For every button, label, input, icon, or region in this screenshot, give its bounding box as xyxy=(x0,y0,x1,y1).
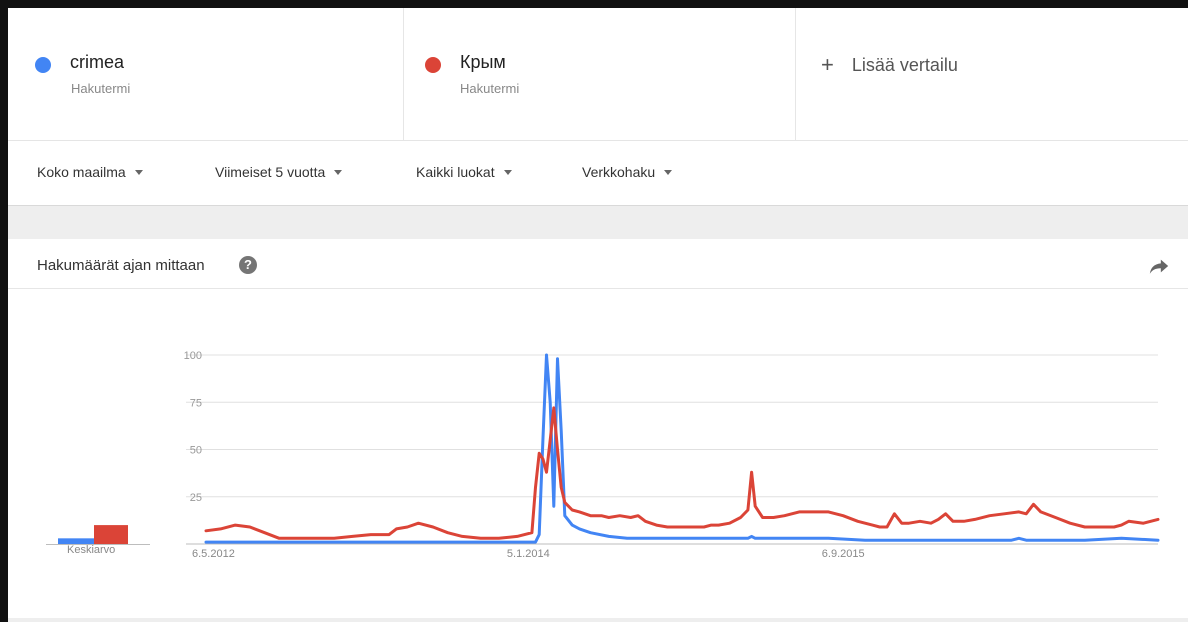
average-bar-krym xyxy=(94,525,128,544)
term-card-crimea[interactable]: crimea Hakutermi xyxy=(8,8,404,140)
filter-label: Verkkohaku xyxy=(582,164,656,180)
filter-label: Kaikki luokat xyxy=(416,164,495,180)
y-tick-label: 25 xyxy=(190,492,202,504)
term-name: Крым xyxy=(460,52,506,72)
compare-terms-row: crimea Hakutermi Крым Hakutermi + Lisää … xyxy=(8,8,1188,141)
term-name: crimea xyxy=(70,52,125,72)
share-icon[interactable] xyxy=(1148,255,1170,277)
trend-chart: 25 50 75 100 6.5.2012 5.1.2014 6.9.2015 xyxy=(46,350,1160,560)
card-header: Hakumäärät ajan mittaan ? xyxy=(8,239,1188,289)
filter-label: Viimeiset 5 vuotta xyxy=(215,164,326,180)
x-tick-label: 5.1.2014 xyxy=(507,548,550,560)
series-color-dot xyxy=(425,57,441,73)
dropdown-arrow-icon xyxy=(503,170,512,175)
plus-icon: + xyxy=(821,52,834,77)
series-line-crimea xyxy=(204,353,1160,544)
add-comparison-button[interactable]: + Lisää vertailu xyxy=(821,54,958,76)
y-tick-label: 100 xyxy=(184,350,202,362)
section-separator xyxy=(8,206,1188,239)
series-line-krym xyxy=(204,406,1160,540)
filter-label: Koko maailma xyxy=(37,164,126,180)
help-icon[interactable]: ? xyxy=(239,256,257,274)
filter-search-type[interactable]: Verkkohaku xyxy=(582,164,673,180)
average-bar-crimea xyxy=(58,538,94,544)
interest-over-time-card: Hakumäärät ajan mittaan ? 25 50 75 100 6.5.2… xyxy=(8,239,1188,622)
filter-region[interactable]: Koko maailma xyxy=(37,164,143,180)
dropdown-arrow-icon xyxy=(334,170,343,175)
averages-label: Keskiarvo xyxy=(67,544,116,556)
add-comparison-cell: + Lisää vertailu xyxy=(796,8,1188,140)
dropdown-arrow-icon xyxy=(134,170,143,175)
term-subtitle: Hakutermi xyxy=(460,81,520,96)
y-tick-label: 50 xyxy=(190,445,202,457)
series-color-dot xyxy=(35,57,51,73)
card-bottom-edge xyxy=(8,618,1188,622)
x-tick-label: 6.9.2015 xyxy=(822,548,865,560)
dropdown-arrow-icon xyxy=(664,170,673,175)
filter-category[interactable]: Kaikki luokat xyxy=(416,164,512,180)
add-comparison-label: Lisää vertailu xyxy=(851,54,958,75)
term-card-krym[interactable]: Крым Hakutermi xyxy=(404,8,796,140)
filter-time-range[interactable]: Viimeiset 5 vuotta xyxy=(215,164,343,180)
x-tick-label: 6.5.2012 xyxy=(192,548,235,560)
term-subtitle: Hakutermi xyxy=(71,81,131,96)
card-title: Hakumäärät ajan mittaan xyxy=(37,257,205,274)
y-tick-label: 75 xyxy=(190,397,202,409)
filters-bar: Koko maailma Viimeiset 5 vuotta Kaikki l… xyxy=(8,141,1188,206)
